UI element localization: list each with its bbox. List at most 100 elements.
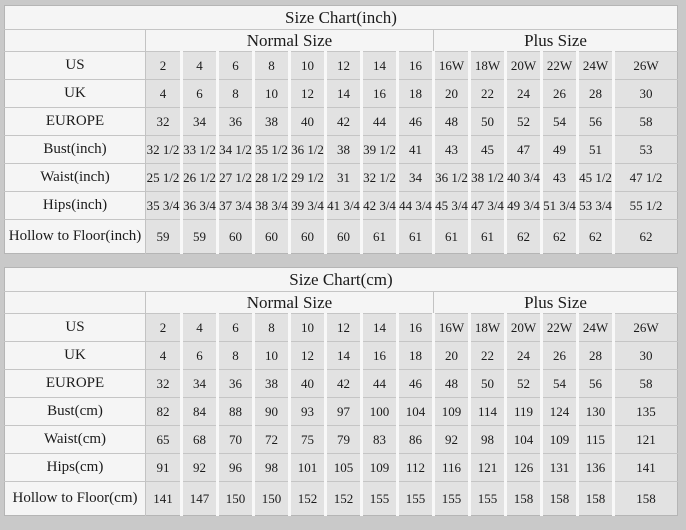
size-value-cell: 59 [145, 219, 182, 254]
size-value-cell: 44 [360, 369, 398, 398]
size-value-cell: 58 [612, 107, 678, 136]
table-row: Hollow to Floor(inch) 59 59 60 60 60 60 61 61 61 6… [4, 219, 678, 254]
size-value-cell: 42 3/4 [360, 191, 398, 220]
size-value-cell: 155 [360, 481, 398, 516]
size-value-cell: 96 [216, 453, 254, 482]
size-value-cell: 158 [576, 481, 614, 516]
size-value-cell: 12 [324, 313, 362, 342]
table-row: Waist(inch) 25 1/2 26 1/2 27 1/2 28 1/2 29 1/… [4, 163, 678, 192]
size-value-cell: 20 [432, 341, 470, 370]
size-value-cell: 114 [468, 397, 506, 426]
size-value-cell: 47 1/2 [612, 163, 678, 192]
size-value-cell: 100 [360, 397, 398, 426]
column-group-row: Normal Size Plus Size [4, 291, 678, 314]
size-value-cell: 109 [360, 453, 398, 482]
size-value-cell: 92 [180, 453, 218, 482]
row-label: Hollow to Floor(inch) [4, 219, 146, 254]
size-value-cell: 26 1/2 [180, 163, 218, 192]
size-value-cell: 4 [145, 341, 182, 370]
size-value-cell: 2 [145, 51, 182, 80]
size-value-cell: 24 [504, 79, 542, 108]
table-row: Hollow to Floor(cm) 141 147 150 150 152 152 155… [4, 481, 678, 516]
size-value-cell: 52 [504, 107, 542, 136]
size-value-cell: 93 [288, 397, 326, 426]
size-value-cell: 46 [396, 107, 434, 136]
size-value-cell: 158 [612, 481, 678, 516]
size-value-cell: 55 1/2 [612, 191, 678, 220]
size-value-cell: 48 [432, 107, 470, 136]
size-value-cell: 18 [396, 79, 434, 108]
size-value-cell: 38 [324, 135, 362, 164]
normal-size-header: Normal Size [145, 29, 434, 52]
row-label: EUROPE [4, 369, 146, 398]
table-row: Bust(inch) 32 1/2 33 1/2 34 1/2 35 1/2 36 1/2… [4, 135, 678, 164]
size-value-cell: 61 [360, 219, 398, 254]
size-value-cell: 98 [468, 425, 506, 454]
size-value-cell: 84 [180, 397, 218, 426]
size-value-cell: 61 [432, 219, 470, 254]
size-value-cell: 121 [468, 453, 506, 482]
size-value-cell: 22W [540, 51, 578, 80]
size-value-cell: 26 [540, 341, 578, 370]
size-value-cell: 135 [612, 397, 678, 426]
size-value-cell: 91 [145, 453, 182, 482]
size-value-cell: 35 1/2 [252, 135, 290, 164]
table-row: EUROPE 32 34 36 38 40 42 44 46 48 50 52 54 56 58 [4, 369, 678, 398]
size-value-cell: 97 [324, 397, 362, 426]
size-value-cell: 2 [145, 313, 182, 342]
size-value-cell: 59 [180, 219, 218, 254]
plus-size-header: Plus Size [433, 29, 678, 52]
size-value-cell: 16W [432, 51, 470, 80]
size-chart-page: Size Chart(inch) Normal Size Plus Size U… [4, 5, 678, 516]
size-value-cell: 30 [612, 341, 678, 370]
table-title-row: Size Chart(cm) [5, 268, 678, 292]
empty-corner-cell [4, 291, 146, 314]
size-value-cell: 12 [288, 341, 326, 370]
size-value-cell: 26W [612, 313, 678, 342]
size-value-cell: 6 [216, 313, 254, 342]
size-value-cell: 32 [145, 107, 182, 136]
row-label: Bust(inch) [4, 135, 146, 164]
size-value-cell: 36 3/4 [180, 191, 218, 220]
table-row: EUROPE 32 34 36 38 40 42 44 46 48 50 52 54 56 58 [4, 107, 678, 136]
size-value-cell: 8 [216, 341, 254, 370]
size-value-cell: 150 [252, 481, 290, 516]
size-value-cell: 28 [576, 79, 614, 108]
size-value-cell: 22 [468, 341, 506, 370]
size-value-cell: 43 [540, 163, 578, 192]
plus-size-header: Plus Size [433, 291, 678, 314]
size-value-cell: 18 [396, 341, 434, 370]
size-value-cell: 36 1/2 [288, 135, 326, 164]
size-value-cell: 16 [396, 313, 434, 342]
size-value-cell: 32 [145, 369, 182, 398]
size-value-cell: 83 [360, 425, 398, 454]
size-value-cell: 152 [324, 481, 362, 516]
size-value-cell: 14 [324, 79, 362, 108]
size-value-cell: 24W [576, 313, 614, 342]
size-value-cell: 60 [216, 219, 254, 254]
size-value-cell: 61 [468, 219, 506, 254]
row-label: EUROPE [4, 107, 146, 136]
size-value-cell: 34 [180, 107, 218, 136]
normal-size-header: Normal Size [145, 291, 434, 314]
size-value-cell: 10 [252, 79, 290, 108]
column-group-row: Normal Size Plus Size [4, 29, 678, 52]
table-title: Size Chart(cm) [289, 269, 393, 289]
size-value-cell: 29 1/2 [288, 163, 326, 192]
row-label: Hips(cm) [4, 453, 146, 482]
size-value-cell: 41 [396, 135, 434, 164]
size-value-cell: 104 [396, 397, 434, 426]
size-value-cell: 101 [288, 453, 326, 482]
size-value-cell: 115 [576, 425, 614, 454]
size-value-cell: 31 [324, 163, 362, 192]
size-value-cell: 33 1/2 [180, 135, 218, 164]
size-value-cell: 47 [504, 135, 542, 164]
table-row: Bust(cm) 82 84 88 90 93 97 100 104 109 114 119 124 13… [4, 397, 678, 426]
size-value-cell: 53 3/4 [576, 191, 614, 220]
row-label: Hips(inch) [4, 191, 146, 220]
size-value-cell: 124 [540, 397, 578, 426]
size-value-cell: 8 [252, 51, 290, 80]
size-value-cell: 32 1/2 [145, 135, 182, 164]
size-value-cell: 88 [216, 397, 254, 426]
size-value-cell: 86 [396, 425, 434, 454]
